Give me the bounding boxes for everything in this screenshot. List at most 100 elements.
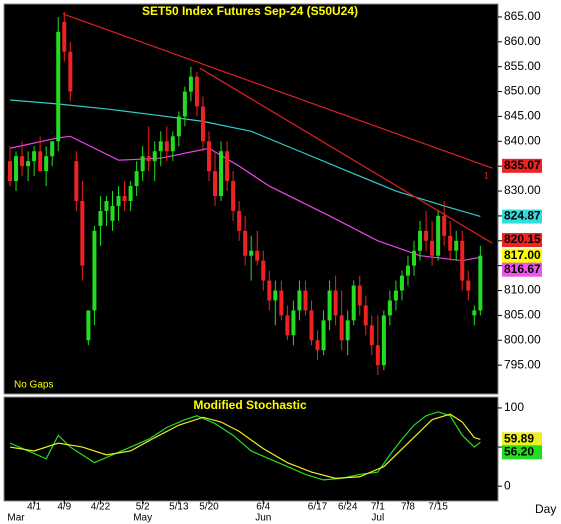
candle-body xyxy=(448,235,453,251)
stochastic-line xyxy=(9,411,481,481)
value-label: 820.15 xyxy=(504,232,541,246)
candle-body xyxy=(116,196,121,206)
value-label: 56.20 xyxy=(504,444,534,458)
value-box xyxy=(502,445,542,460)
candle-body xyxy=(267,280,272,301)
candle-body xyxy=(122,196,127,201)
candle-body xyxy=(418,230,423,251)
candle-body xyxy=(219,151,224,197)
candle-body xyxy=(285,315,290,336)
candle-body xyxy=(170,136,175,152)
line-note: 1 xyxy=(484,170,489,180)
month-label: Jul xyxy=(371,513,384,524)
candle-body xyxy=(134,171,139,187)
candle-body xyxy=(98,210,103,226)
candle-body xyxy=(20,156,25,167)
chart-title: SET50 Index Futures Sep-24 (S50U24) xyxy=(142,4,358,18)
candle-body xyxy=(80,200,85,266)
candle-body xyxy=(261,260,266,281)
annotation: No Gaps xyxy=(14,380,53,391)
value-box xyxy=(502,262,542,277)
x-tick-label: 4/22 xyxy=(91,502,111,513)
candle-body xyxy=(200,106,205,142)
candle-body xyxy=(387,300,392,316)
y-tick-label: 810.00 xyxy=(504,283,541,297)
candle-body xyxy=(164,141,169,152)
candle-body xyxy=(327,290,332,321)
month-label: Mar xyxy=(7,513,25,524)
x-tick-label: 7/8 xyxy=(401,502,415,513)
candle-body xyxy=(237,210,242,231)
y-tick-label: 840.00 xyxy=(504,133,541,147)
x-tick-label: 6/4 xyxy=(256,502,270,513)
y-tick-label: 865.00 xyxy=(504,9,541,23)
y-tick-label: 795.00 xyxy=(504,357,541,371)
candle-body xyxy=(8,161,12,182)
candle-body xyxy=(291,310,296,336)
candle-body xyxy=(86,310,91,341)
x-tick-label: 4/1 xyxy=(27,502,41,513)
candle-body xyxy=(128,186,133,201)
candle-body xyxy=(321,320,326,351)
candle-body xyxy=(351,285,356,321)
x-tick-label: 5/2 xyxy=(136,502,150,513)
panel-title: Modified Stochastic xyxy=(193,398,307,412)
candle-body xyxy=(297,290,302,311)
value-label: 824.87 xyxy=(504,209,541,223)
moving-average xyxy=(9,99,481,217)
candle-body xyxy=(92,230,97,311)
candle-body xyxy=(32,151,37,162)
y-tick-label: 0 xyxy=(504,478,511,492)
y-tick-label: 860.00 xyxy=(504,34,541,48)
x-tick-label: 7/15 xyxy=(428,502,448,513)
y-tick-label: 830.00 xyxy=(504,183,541,197)
value-box xyxy=(502,233,542,248)
candle-body xyxy=(279,290,284,316)
candle-body xyxy=(188,76,193,92)
candle-body xyxy=(62,21,67,52)
x-tick-label: 7/1 xyxy=(371,502,385,513)
candle-body xyxy=(14,156,19,182)
candle-body xyxy=(339,315,344,341)
candle-body xyxy=(375,345,380,366)
candle-body xyxy=(478,255,483,311)
y-tick-label: 855.00 xyxy=(504,59,541,73)
candle-body xyxy=(38,151,43,172)
candle-body xyxy=(442,215,447,236)
candle-body xyxy=(399,275,404,291)
candle-body xyxy=(454,240,459,251)
candle-body xyxy=(74,161,79,201)
candle-body xyxy=(68,51,73,92)
candle-body xyxy=(182,91,187,117)
candle-body xyxy=(56,31,61,142)
value-box xyxy=(502,432,542,447)
candle-body xyxy=(345,320,350,341)
candle-body xyxy=(152,151,157,162)
x-tick-label: 6/17 xyxy=(308,502,328,513)
candle-body xyxy=(158,141,163,152)
candle-body xyxy=(369,325,374,346)
candle-body xyxy=(146,156,151,162)
candle-body xyxy=(273,290,278,301)
candle-body xyxy=(176,116,181,137)
trend-line xyxy=(62,13,493,169)
value-box xyxy=(502,248,542,263)
candle-body xyxy=(357,285,362,306)
candle-body xyxy=(50,141,55,157)
candle-body xyxy=(472,310,477,316)
value-box xyxy=(502,209,542,224)
candle-body xyxy=(412,250,417,266)
month-label: Jun xyxy=(255,513,271,524)
candle-body xyxy=(430,240,435,256)
x-tick-label: 5/20 xyxy=(199,502,219,513)
candle-body xyxy=(44,156,49,172)
candle-body xyxy=(460,240,465,281)
candle-body xyxy=(315,340,320,351)
trend-line xyxy=(199,67,493,244)
candle-body xyxy=(110,205,115,221)
candle-body xyxy=(424,230,429,241)
candle-body xyxy=(405,265,410,276)
value-label: 817.00 xyxy=(504,248,541,262)
candle-body xyxy=(381,315,386,366)
candle-body xyxy=(333,290,338,316)
